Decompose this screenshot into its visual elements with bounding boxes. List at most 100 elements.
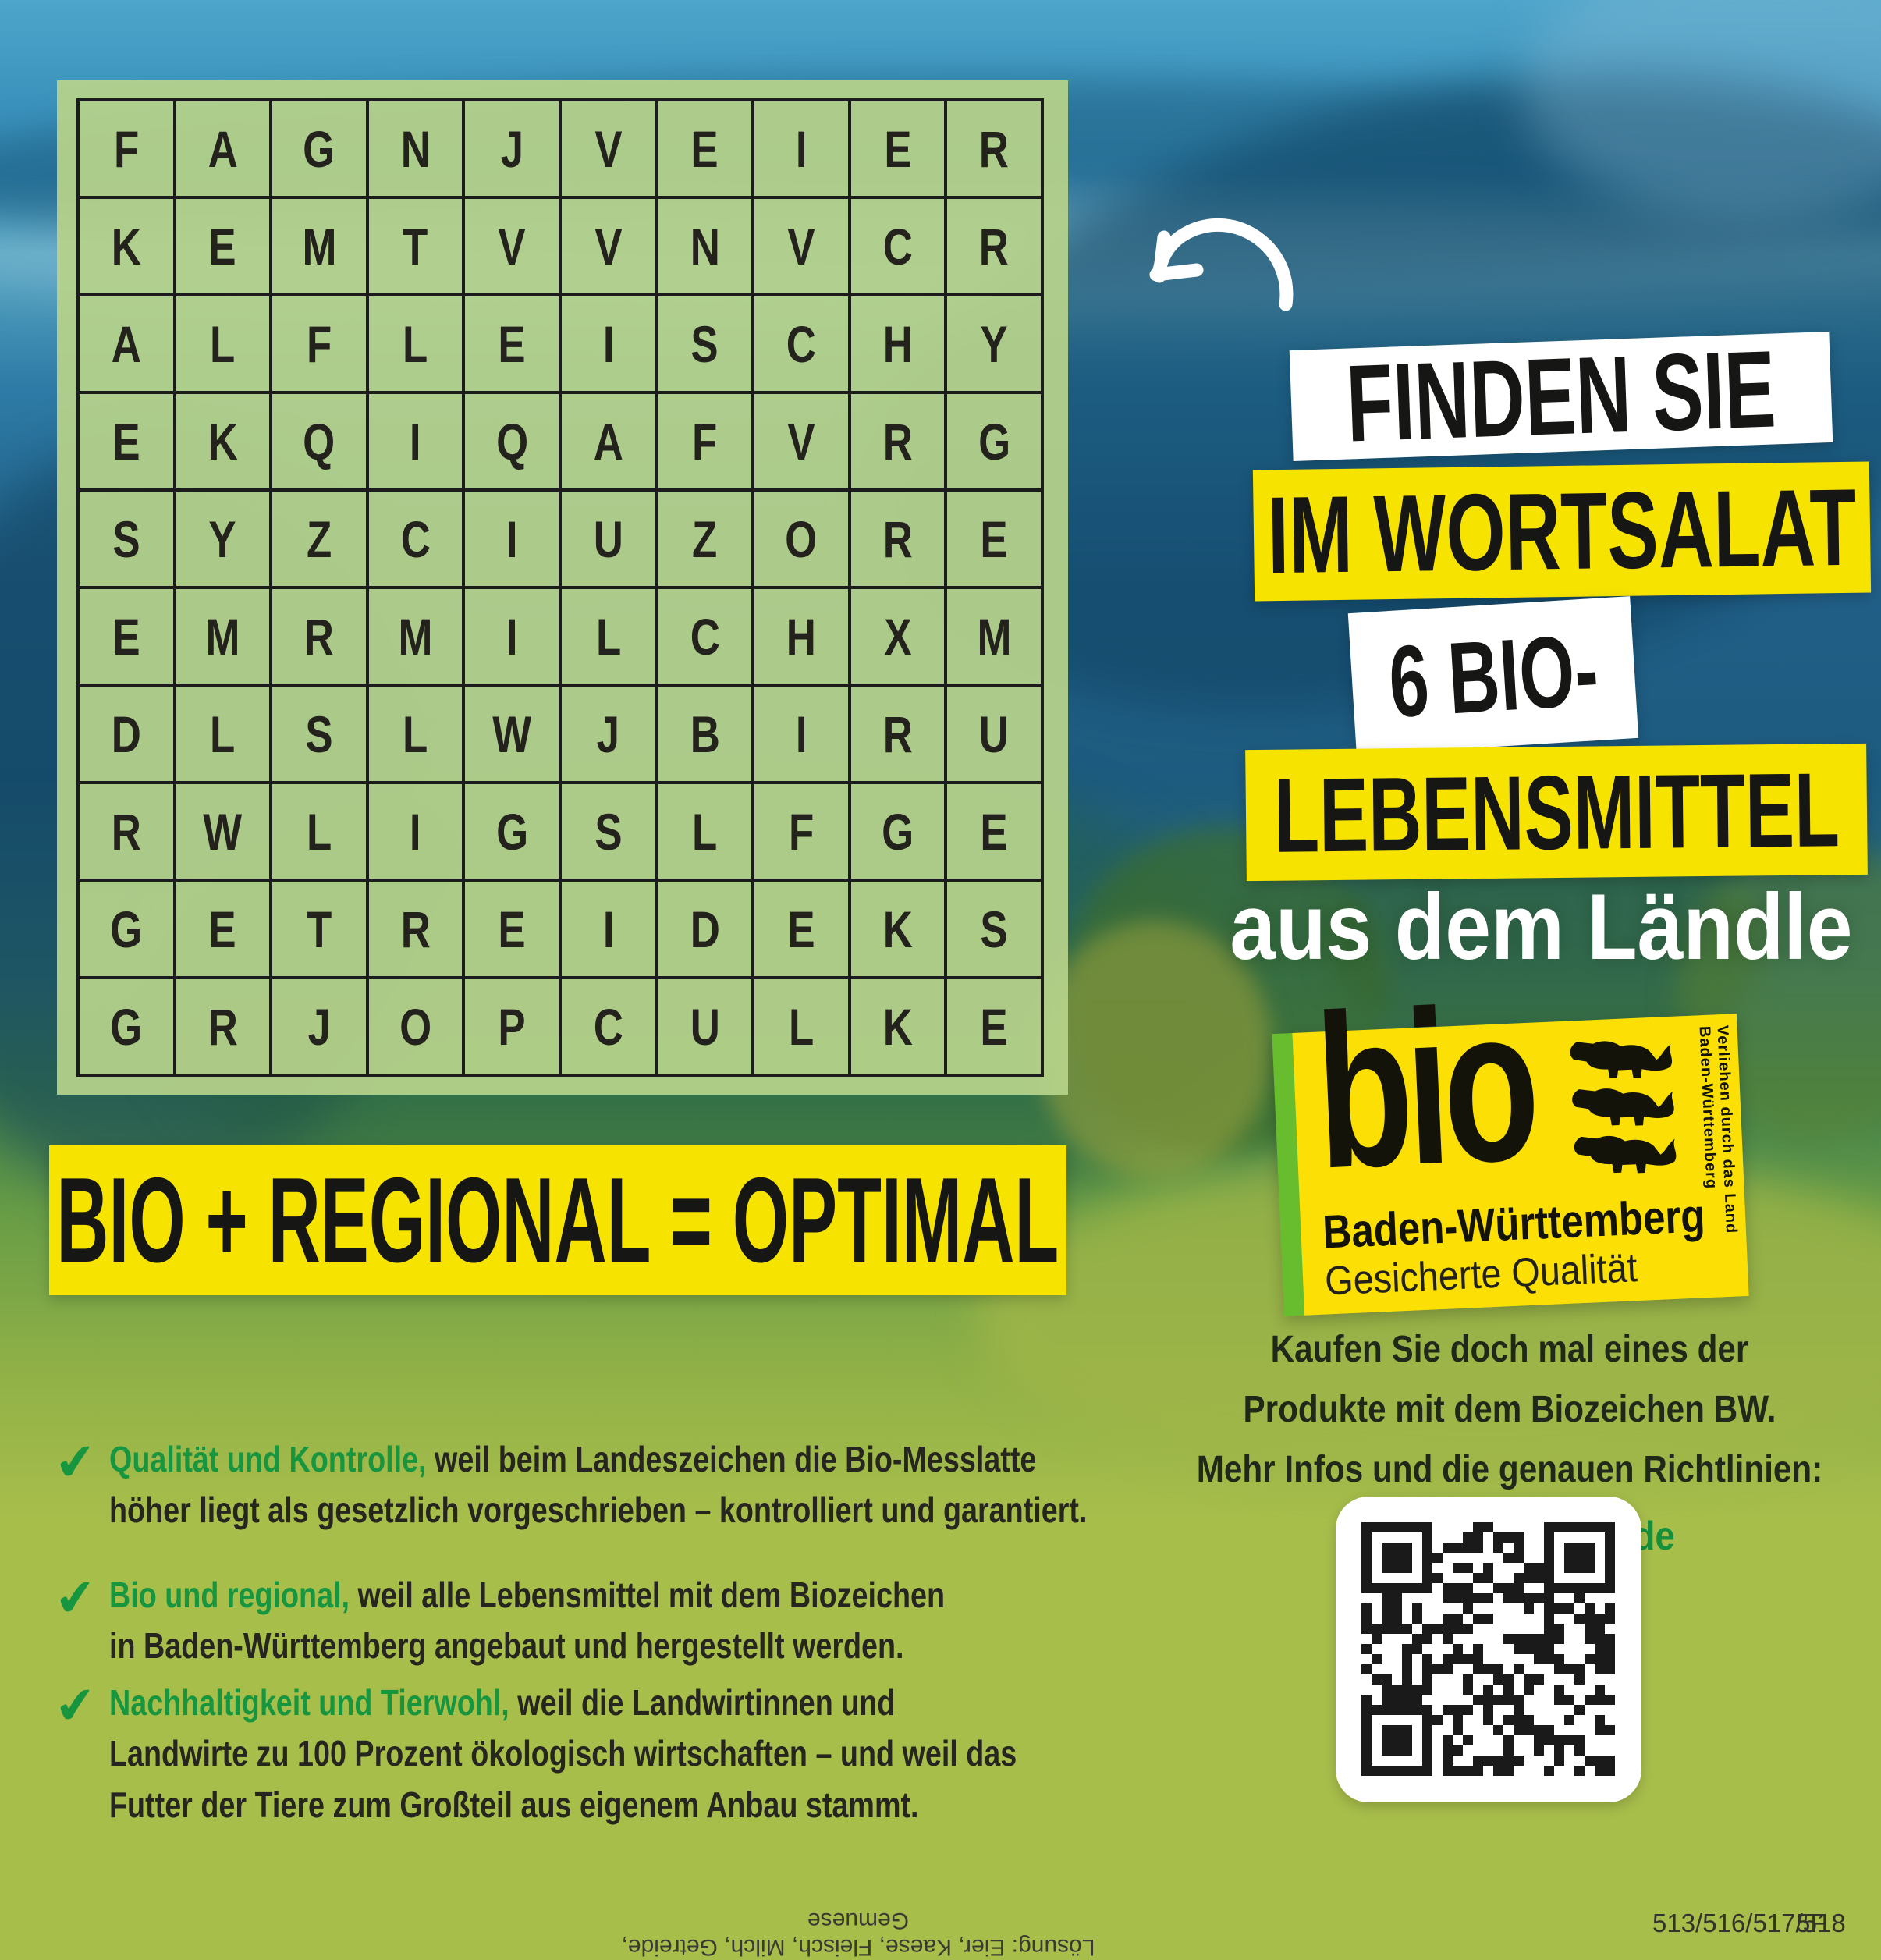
qr-module [1483, 1756, 1493, 1766]
qr-module [1372, 1756, 1382, 1766]
qr-module [1382, 1715, 1392, 1725]
qr-module [1453, 1654, 1463, 1664]
grid-cell: R [849, 490, 946, 588]
qr-module [1443, 1644, 1453, 1654]
qr-module [1595, 1522, 1605, 1532]
grid-cell: T [271, 880, 367, 978]
qr-module [1443, 1756, 1453, 1766]
qr-module [1534, 1756, 1544, 1766]
qr-module [1564, 1603, 1574, 1614]
qr-module [1392, 1573, 1402, 1583]
qr-module [1503, 1614, 1514, 1624]
qr-module [1422, 1603, 1432, 1614]
qr-module [1554, 1543, 1564, 1553]
qr-module [1412, 1634, 1422, 1644]
qr-module [1473, 1725, 1483, 1735]
qr-module [1544, 1553, 1554, 1563]
qr-module [1412, 1583, 1422, 1593]
qr-module [1443, 1735, 1453, 1745]
qr-module [1361, 1593, 1372, 1603]
qr-module [1392, 1614, 1402, 1624]
headline-wortsalat-box: IM WORTSALAT [1252, 461, 1872, 602]
qr-module [1574, 1664, 1585, 1674]
bullet-line2: Landwirte zu 100 Prozent ökologisch wirt… [109, 1733, 1017, 1774]
qr-module [1453, 1685, 1463, 1695]
qr-module [1544, 1735, 1554, 1745]
qr-module [1453, 1695, 1463, 1705]
qr-module [1493, 1715, 1503, 1725]
qr-module [1493, 1532, 1503, 1543]
qr-module [1412, 1563, 1422, 1573]
qr-module [1463, 1522, 1473, 1532]
qr-module [1372, 1603, 1382, 1614]
grid-cell: V [753, 197, 850, 295]
qr-module [1564, 1674, 1574, 1685]
qr-module [1382, 1634, 1392, 1644]
grid-cell: K [78, 197, 175, 295]
qr-module [1432, 1603, 1443, 1614]
qr-module [1544, 1705, 1554, 1715]
qr-module [1443, 1715, 1453, 1725]
qr-module [1361, 1664, 1372, 1674]
qr-module [1595, 1593, 1605, 1603]
qr-module [1514, 1745, 1524, 1756]
qr-module [1483, 1735, 1493, 1745]
grid-cell: J [559, 685, 657, 783]
qr-module [1595, 1573, 1605, 1583]
qr-module [1382, 1614, 1392, 1624]
grid-cell: X [849, 588, 946, 685]
qr-module [1463, 1563, 1473, 1573]
qr-module [1493, 1573, 1503, 1583]
grid-cell: O [367, 978, 464, 1075]
qr-module [1361, 1705, 1372, 1715]
qr-module [1412, 1766, 1422, 1776]
qr-module [1595, 1614, 1605, 1624]
qr-module [1382, 1725, 1392, 1735]
qr-module [1534, 1644, 1544, 1654]
qr-module [1372, 1532, 1382, 1543]
grid-cell: V [559, 100, 657, 197]
qr-module [1372, 1543, 1382, 1553]
grid-cell: J [271, 978, 367, 1075]
qr-module [1382, 1756, 1392, 1766]
grid-cell: V [559, 197, 657, 295]
qr-module [1361, 1603, 1372, 1614]
qr-module [1432, 1563, 1443, 1573]
qr-module [1453, 1634, 1463, 1644]
headline-wortsalat: IM WORTSALAT [1266, 465, 1858, 597]
grid-cell: R [849, 392, 946, 490]
qr-module [1483, 1553, 1493, 1563]
qr-module [1564, 1593, 1574, 1603]
qr-module [1574, 1573, 1585, 1583]
qr-module [1503, 1563, 1514, 1573]
qr-module [1574, 1634, 1585, 1644]
qr-module [1443, 1573, 1453, 1583]
qr-module [1534, 1583, 1544, 1593]
qr-module [1361, 1624, 1372, 1634]
grid-cell: E [946, 783, 1042, 880]
qr-module [1595, 1695, 1605, 1705]
qr-module [1392, 1735, 1402, 1745]
qr-module [1392, 1664, 1402, 1674]
qr-module [1392, 1634, 1402, 1644]
qr-module [1422, 1715, 1432, 1725]
qr-module [1574, 1603, 1585, 1614]
qr-module [1372, 1614, 1382, 1624]
grid-cell: R [271, 588, 367, 685]
qr-module [1361, 1725, 1372, 1735]
qr-module [1493, 1543, 1503, 1553]
qr-module [1595, 1563, 1605, 1573]
qr-module [1585, 1735, 1595, 1745]
qr-module [1564, 1756, 1574, 1766]
qr-module [1564, 1695, 1574, 1705]
qr-module [1402, 1624, 1412, 1634]
qr-module [1382, 1583, 1392, 1593]
qr-module [1453, 1624, 1463, 1634]
qr-module [1595, 1685, 1605, 1695]
qr-module [1412, 1685, 1422, 1695]
qr-module [1473, 1522, 1483, 1532]
grid-cell: I [559, 880, 657, 978]
qr-module [1554, 1685, 1564, 1695]
qr-module [1443, 1532, 1453, 1543]
qr-module [1432, 1725, 1443, 1735]
